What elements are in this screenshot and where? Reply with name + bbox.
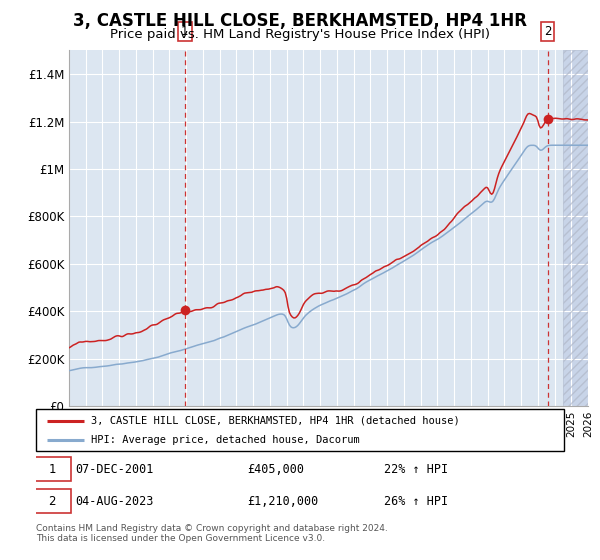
Text: 2: 2 [49, 494, 56, 508]
Text: 3, CASTLE HILL CLOSE, BERKHAMSTED, HP4 1HR (detached house): 3, CASTLE HILL CLOSE, BERKHAMSTED, HP4 1… [91, 416, 460, 426]
Text: 3, CASTLE HILL CLOSE, BERKHAMSTED, HP4 1HR: 3, CASTLE HILL CLOSE, BERKHAMSTED, HP4 1… [73, 12, 527, 30]
Text: 07-DEC-2001: 07-DEC-2001 [76, 463, 154, 475]
Text: 26% ↑ HPI: 26% ↑ HPI [385, 494, 449, 508]
Text: HPI: Average price, detached house, Dacorum: HPI: Average price, detached house, Daco… [91, 435, 360, 445]
Text: 22% ↑ HPI: 22% ↑ HPI [385, 463, 449, 475]
Text: 1: 1 [49, 463, 56, 475]
FancyBboxPatch shape [36, 409, 564, 451]
Text: 04-AUG-2023: 04-AUG-2023 [76, 494, 154, 508]
FancyBboxPatch shape [34, 489, 71, 514]
Text: £405,000: £405,000 [247, 463, 304, 475]
Text: Contains HM Land Registry data © Crown copyright and database right 2024.
This d: Contains HM Land Registry data © Crown c… [36, 524, 388, 543]
Text: 2: 2 [544, 25, 551, 38]
Text: Price paid vs. HM Land Registry's House Price Index (HPI): Price paid vs. HM Land Registry's House … [110, 28, 490, 41]
Text: 1: 1 [181, 25, 188, 38]
FancyBboxPatch shape [34, 457, 71, 481]
Text: £1,210,000: £1,210,000 [247, 494, 319, 508]
